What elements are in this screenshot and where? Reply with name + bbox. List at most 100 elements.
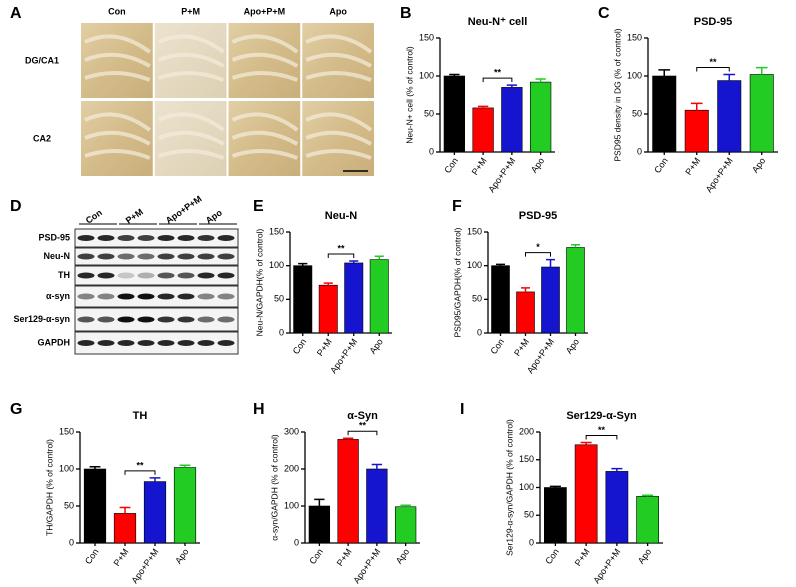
row-label: PSD-95: [38, 232, 70, 242]
bar: [516, 291, 535, 334]
tissue-layer: [305, 112, 373, 132]
blot-band: [157, 293, 175, 300]
y-tick-label: 150: [269, 226, 284, 236]
bar: [717, 80, 742, 153]
y-tick-label: 100: [284, 500, 299, 510]
error-bar: [580, 441, 592, 445]
y-axis-label: PSD95/GAPDH(% of control): [452, 227, 462, 337]
blot-band: [117, 316, 135, 323]
significance-label: **: [709, 57, 717, 67]
chart-title: PSD-95: [519, 210, 558, 222]
tissue-layer: [84, 148, 151, 160]
x-tick-label: Apo+P+M: [129, 547, 160, 586]
y-tick-label: 100: [59, 463, 74, 473]
x-tick-label: Apo+P+M: [704, 156, 735, 195]
x-tick-label: Con: [291, 337, 309, 356]
row-label: TH: [58, 270, 70, 280]
blot-strip: [74, 247, 239, 266]
row-label: GAPDH: [37, 337, 70, 347]
x-tick-label: P+M: [470, 156, 489, 177]
y-tick-label: 0: [69, 537, 74, 547]
blot-band: [157, 340, 175, 346]
bar: [636, 496, 659, 544]
blot-band: [97, 235, 115, 241]
chart-title: α-Syn: [347, 410, 378, 422]
y-tick-label: 150: [59, 426, 74, 436]
column-label: Apo+P+M: [244, 6, 286, 16]
x-tick-label: Apo: [636, 547, 653, 566]
tissue-layer: [84, 52, 151, 68]
column-label: Con: [84, 207, 104, 225]
y-tick-label: 0: [294, 537, 299, 547]
x-tick-label: P+M: [315, 337, 334, 358]
significance-label: **: [337, 243, 345, 253]
blot-strip: [74, 265, 239, 286]
bar: [541, 266, 560, 334]
x-tick-label: Con: [83, 547, 101, 566]
x-tick-label: Apo: [173, 547, 190, 566]
blot-band: [177, 293, 195, 300]
error-bar: [690, 102, 703, 111]
blot-band: [197, 235, 215, 241]
panel-letter: E: [253, 198, 264, 215]
bar: [472, 107, 494, 153]
blot-band: [217, 316, 235, 323]
blot-band: [177, 235, 195, 241]
bar: [113, 513, 137, 544]
blot-band: [197, 253, 215, 260]
panel-letter: B: [400, 5, 412, 22]
blot-band: [117, 253, 135, 260]
tissue-layer: [158, 148, 225, 160]
tissue-layer: [231, 130, 299, 146]
column-label: Apo: [204, 207, 224, 226]
error-bar: [371, 463, 383, 469]
blot-band: [137, 293, 155, 300]
error-bar: [342, 437, 354, 440]
error-bar: [496, 263, 505, 266]
y-tick-label: 50: [64, 500, 74, 510]
y-tick-label: 50: [274, 294, 284, 304]
y-tick-label: 0: [529, 537, 534, 547]
row-label: CA2: [33, 133, 51, 143]
blot-band: [97, 293, 115, 300]
blot-band: [137, 272, 155, 279]
row-label: α-syn: [46, 291, 70, 301]
tissue-layer: [157, 130, 225, 146]
blot-band: [97, 272, 115, 279]
bar: [344, 262, 364, 334]
blot-band: [177, 272, 195, 279]
x-tick-label: P+M: [335, 547, 354, 568]
bar: [574, 444, 598, 544]
y-axis-label: α-syn/GAPDH (% of control): [269, 434, 279, 541]
blot-band: [197, 272, 215, 279]
blot-band: [177, 253, 195, 260]
chart-title: Ser129-α-Syn: [566, 410, 637, 422]
error-bar: [521, 287, 530, 292]
x-tick-label: Con: [652, 156, 670, 175]
error-bar: [506, 84, 518, 88]
y-tick-label: 150: [467, 226, 482, 236]
error-bar: [323, 282, 333, 286]
tissue-layer: [305, 70, 372, 82]
blot-band: [217, 272, 235, 279]
tissue-layer: [84, 130, 151, 146]
blot-band: [137, 235, 155, 241]
blot-band: [77, 253, 95, 260]
significance-label: **: [359, 421, 367, 431]
blot-band: [197, 293, 215, 300]
y-tick-label: 200: [284, 463, 299, 473]
y-tick-label: 100: [419, 70, 434, 80]
tissue-layer: [231, 112, 299, 132]
panel-letter: D: [10, 198, 22, 215]
y-axis-label: Neu-N/GAPDH(% of control): [254, 228, 264, 336]
x-tick-label: P+M: [112, 547, 131, 568]
x-tick-label: Con: [543, 547, 561, 566]
error-bar: [571, 244, 580, 248]
error-bar: [642, 494, 654, 497]
y-axis-label: Ser129-α-syn/GAPDH (% of control): [504, 419, 514, 556]
bar: [173, 467, 197, 544]
y-tick-label: 100: [467, 260, 482, 270]
significance-bracket: [696, 66, 730, 72]
bar: [337, 439, 359, 544]
